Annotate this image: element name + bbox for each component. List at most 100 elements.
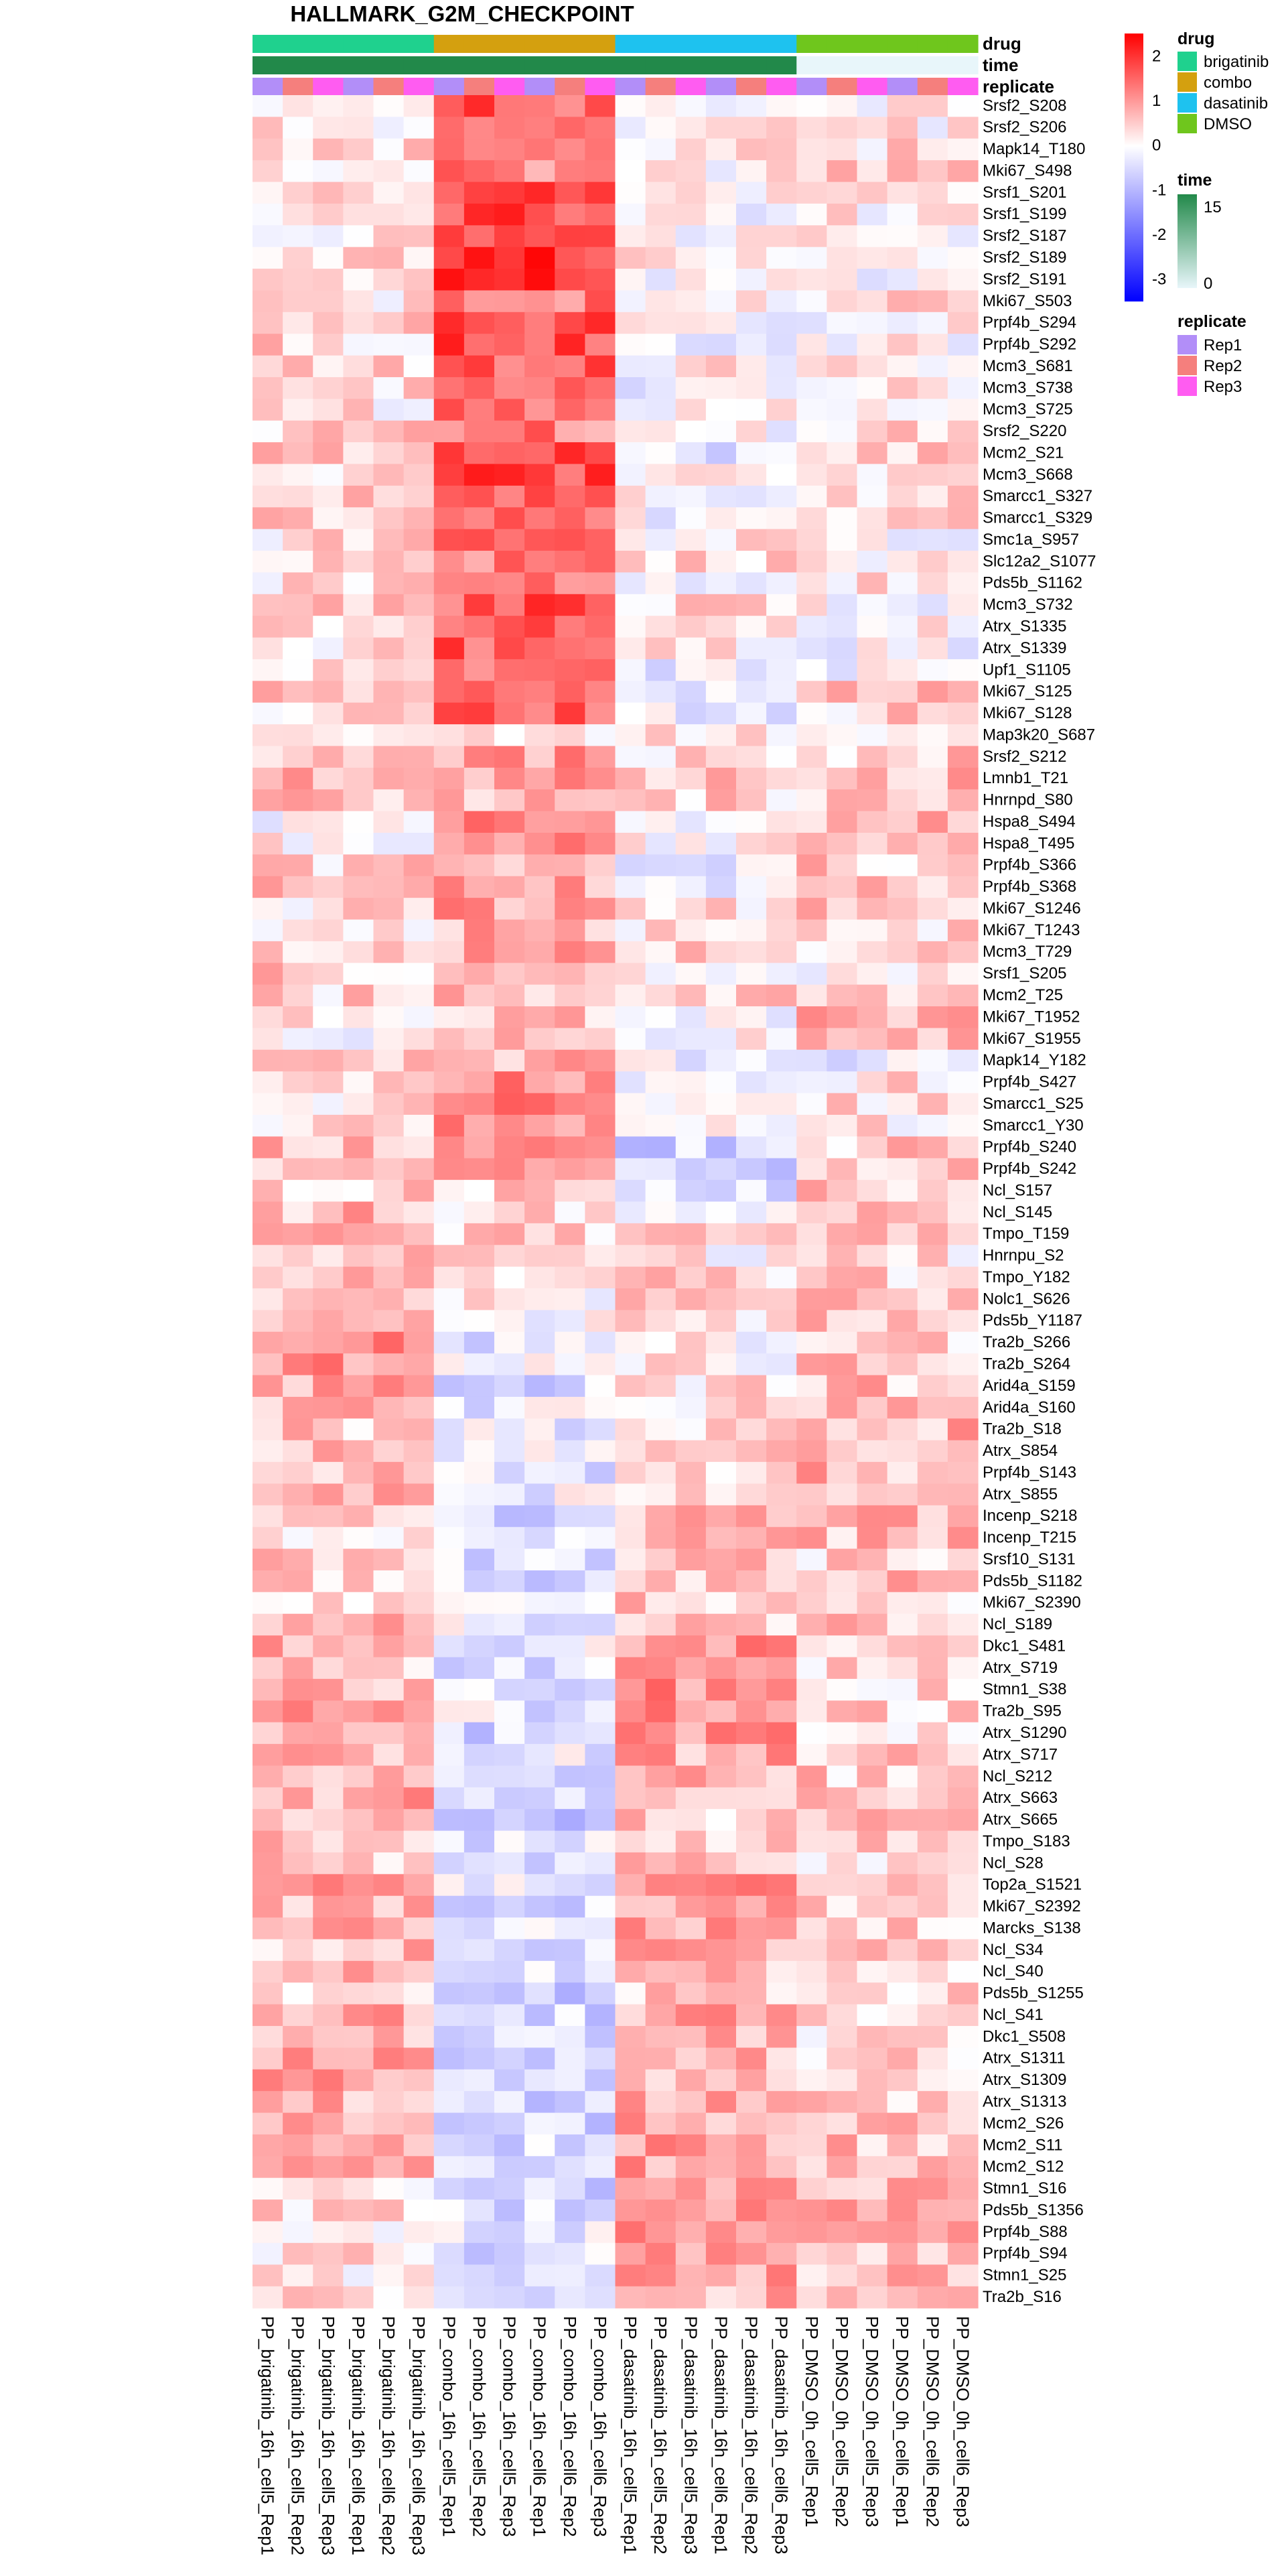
- heatmap-cell: [524, 1028, 555, 1050]
- heatmap-cell: [645, 2112, 676, 2135]
- heatmap-cell: [403, 312, 435, 334]
- row-label: Atrx_S665: [983, 1811, 1058, 1829]
- heatmap-cell: [403, 1418, 435, 1441]
- heatmap-cell: [736, 941, 767, 963]
- row-label: Hspa8_S494: [983, 813, 1076, 831]
- heatmap-cell: [705, 1071, 737, 1094]
- row-label: Mcm3_S732: [983, 596, 1073, 614]
- heatmap-cell: [494, 919, 525, 942]
- heatmap-cell: [675, 1592, 707, 1615]
- heatmap-cell: [827, 1483, 858, 1506]
- heatmap-cell: [796, 2134, 827, 2157]
- heatmap-cell: [705, 1960, 737, 1983]
- heatmap-cell: [585, 2199, 616, 2222]
- heatmap-cell: [524, 182, 555, 204]
- column-label: PP_DMSO_0h_cell5_Rep1: [802, 2316, 822, 2527]
- heatmap-cell: [827, 1245, 858, 1268]
- row-label: Prpf4b_S240: [983, 1138, 1076, 1156]
- heatmap-cell: [373, 1527, 405, 1550]
- heatmap-cell: [675, 1136, 707, 1159]
- heatmap-cell: [947, 2091, 979, 2114]
- heatmap-cell: [917, 746, 948, 768]
- heatmap-cell: [585, 616, 616, 638]
- heatmap-cell: [947, 1678, 979, 1701]
- heatmap-cell: [313, 1592, 344, 1615]
- heatmap-cell: [555, 2112, 585, 2135]
- heatmap-cell: [827, 247, 858, 269]
- heatmap-cell: [463, 724, 495, 747]
- heatmap-cell: [947, 420, 979, 443]
- heatmap-cell: [827, 2047, 858, 2070]
- heatmap-cell: [463, 1982, 495, 2005]
- heatmap-cell: [585, 2047, 616, 2070]
- row-label: Atrx_S1339: [983, 639, 1066, 657]
- heatmap-cell: [645, 312, 676, 334]
- time-annotation-cell: [917, 56, 948, 74]
- heatmap-cell: [615, 1114, 646, 1137]
- heatmap-cell: [283, 1852, 313, 1875]
- heatmap-cell: [585, 1245, 616, 1268]
- heatmap-cell: [645, 1180, 676, 1203]
- heatmap-cell: [736, 1613, 767, 1636]
- heatmap-cell: [705, 767, 737, 790]
- heatmap-cell: [827, 898, 858, 921]
- heatmap-cell: [675, 2221, 707, 2244]
- heatmap-cell: [736, 1809, 767, 1832]
- heatmap-cell: [313, 1396, 344, 1419]
- heatmap-cell: [494, 1114, 525, 1137]
- heatmap-cell: [675, 529, 707, 551]
- heatmap-cell: [283, 833, 313, 855]
- heatmap-cell: [253, 2221, 283, 2244]
- heatmap-cell: [463, 637, 495, 660]
- heatmap-cell: [585, 1396, 616, 1419]
- heatmap-cell: [615, 1331, 646, 1354]
- heatmap-cell: [736, 1982, 767, 2005]
- heatmap-cell: [736, 963, 767, 986]
- heatmap-cell: [887, 203, 918, 226]
- heatmap-cell: [827, 1028, 858, 1050]
- heatmap-cell: [253, 377, 283, 399]
- heatmap-cell: [463, 1266, 495, 1289]
- heatmap-cell: [283, 551, 313, 573]
- heatmap-cell: [766, 1917, 797, 1940]
- heatmap-cell: [524, 1331, 555, 1354]
- heatmap-cell: [555, 2047, 585, 2070]
- heatmap-cell: [857, 1787, 888, 1810]
- heatmap-cell: [313, 2264, 344, 2287]
- heatmap-cell: [827, 203, 858, 226]
- heatmap-cell: [796, 1809, 827, 1832]
- heatmap-cell: [463, 1635, 495, 1658]
- heatmap-cell: [947, 2069, 979, 2092]
- replicate-annotation-cell: [645, 78, 676, 96]
- heatmap-cell: [403, 1505, 435, 1528]
- heatmap-cell: [373, 1093, 405, 1115]
- heatmap-cell: [283, 1483, 313, 1506]
- heatmap-cell: [343, 1635, 374, 1658]
- row-label: Hnrnpd_S80: [983, 791, 1073, 809]
- heatmap-cell: [494, 269, 525, 291]
- heatmap-cell: [887, 269, 918, 291]
- heatmap-cell: [857, 290, 888, 313]
- heatmap-cell: [736, 2156, 767, 2179]
- heatmap-cell: [373, 572, 405, 595]
- replicate-legend-swatch: [1177, 377, 1197, 396]
- heatmap-cell: [736, 1722, 767, 1745]
- heatmap-cell: [343, 1917, 374, 1940]
- heatmap-cell: [887, 898, 918, 921]
- heatmap-cell: [343, 1071, 374, 1094]
- heatmap-cell: [313, 1527, 344, 1550]
- heatmap-cell: [313, 1245, 344, 1268]
- heatmap-cell: [917, 1396, 948, 1419]
- heatmap-cell: [463, 659, 495, 681]
- heatmap-cell: [645, 1895, 676, 1918]
- heatmap-cell: [253, 1114, 283, 1137]
- heatmap-cell: [373, 1613, 405, 1636]
- heatmap-cell: [796, 1917, 827, 1940]
- heatmap-cell: [585, 1960, 616, 1983]
- heatmap-cell: [645, 1982, 676, 2005]
- heatmap-cell: [705, 681, 737, 703]
- heatmap-cell: [555, 1201, 585, 1224]
- heatmap-cell: [283, 1505, 313, 1528]
- heatmap-cell: [283, 1049, 313, 1072]
- heatmap-cell: [253, 919, 283, 942]
